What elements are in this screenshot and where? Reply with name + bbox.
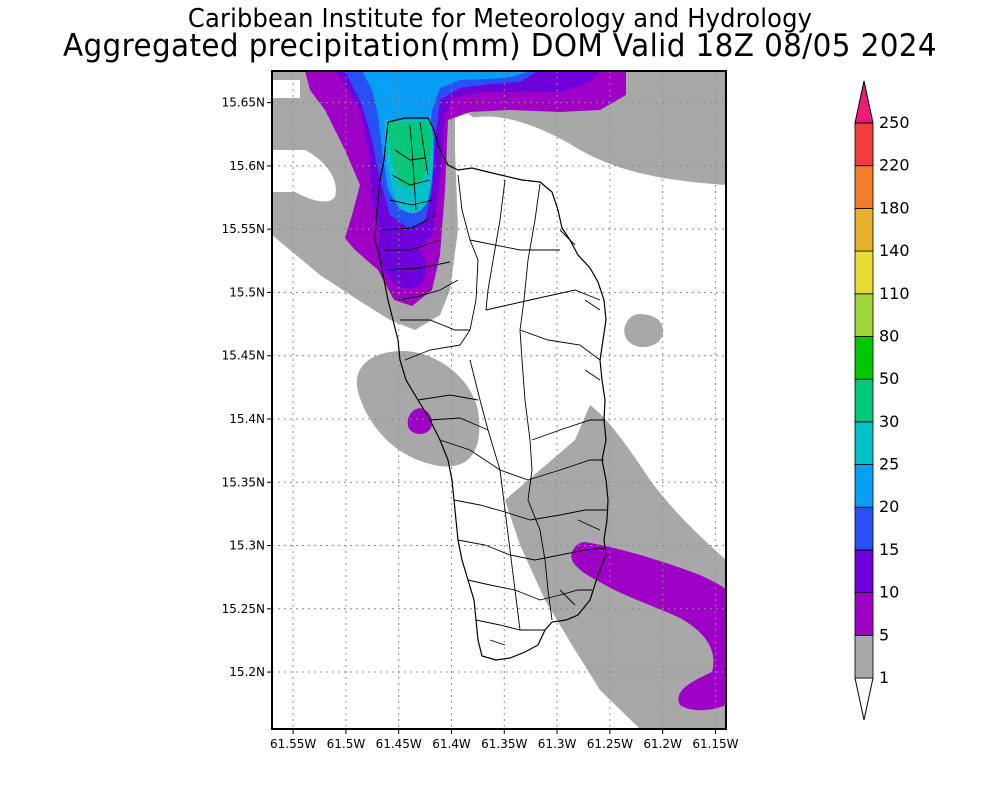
legend-label: 10 bbox=[879, 583, 899, 602]
legend-label: 140 bbox=[879, 241, 910, 260]
legend-label: 20 bbox=[879, 497, 899, 516]
legend-label: 15 bbox=[879, 540, 899, 559]
lat-tick-label: 15.3N bbox=[229, 539, 265, 553]
lat-tick-label: 15.2N bbox=[229, 665, 265, 679]
title-line-1: Caribbean Institute for Meteorology and … bbox=[187, 4, 813, 34]
lon-tick-label: 61.4W bbox=[432, 737, 471, 751]
legend-label: 5 bbox=[879, 625, 889, 644]
legend-label: 180 bbox=[879, 198, 910, 217]
longitude-axis: 61.55W 61.5W 61.45W 61.4W 61.35W 61.3W 61.25W 6… bbox=[270, 729, 739, 751]
legend-swatch bbox=[854, 122, 874, 167]
lon-tick-label: 61.35W bbox=[481, 737, 527, 751]
legend-swatch bbox=[854, 634, 874, 679]
river-network bbox=[379, 121, 607, 646]
lon-tick-label: 61.55W bbox=[270, 737, 316, 751]
lat-tick-label: 15.4N bbox=[229, 412, 265, 426]
legend-swatch bbox=[854, 592, 874, 636]
lat-tick-label: 15.45N bbox=[222, 349, 265, 363]
lat-tick-label: 15.6N bbox=[229, 159, 265, 173]
legend-swatch bbox=[854, 293, 874, 337]
legend-swatch bbox=[854, 250, 874, 295]
legend-label: 110 bbox=[879, 284, 910, 303]
latitude-axis: 15.65N 15.6N 15.55N 15.5N 15.45N 15.4N 15.35N 1… bbox=[222, 96, 272, 679]
legend-label: 220 bbox=[879, 156, 910, 175]
legend-swatch bbox=[854, 549, 874, 594]
lon-tick-label: 61.5W bbox=[327, 737, 366, 751]
map-plot-area bbox=[272, 71, 726, 729]
lat-tick-label: 15.25N bbox=[222, 602, 265, 616]
lon-tick-label: 61.3W bbox=[538, 737, 577, 751]
legend-label: 50 bbox=[879, 369, 899, 388]
legend-label: 1 bbox=[879, 668, 889, 687]
legend-label: 80 bbox=[879, 326, 899, 345]
coastline bbox=[374, 117, 609, 661]
lat-tick-label: 15.5N bbox=[229, 285, 265, 299]
map-gridlines bbox=[272, 71, 726, 729]
legend-swatch bbox=[854, 165, 874, 209]
lat-tick-label: 15.35N bbox=[222, 475, 265, 489]
lon-tick-label: 61.45W bbox=[376, 737, 422, 751]
plot-frame bbox=[271, 70, 727, 730]
legend-max-arrow bbox=[854, 80, 874, 124]
island-dominica bbox=[374, 117, 609, 661]
precip-holes bbox=[272, 80, 726, 225]
legend-swatch bbox=[854, 464, 874, 508]
legend-min-arrow bbox=[854, 677, 874, 721]
legend-label: 250 bbox=[879, 113, 910, 132]
lon-tick-label: 61.25W bbox=[587, 737, 633, 751]
legend-swatch bbox=[854, 506, 874, 551]
lat-tick-label: 15.65N bbox=[222, 96, 265, 110]
legend-swatch bbox=[854, 378, 874, 423]
title-line-2: Aggregated precipitation(mm) DOM Valid 1… bbox=[62, 28, 938, 64]
legend-swatch bbox=[854, 421, 874, 465]
lat-tick-label: 15.55N bbox=[222, 222, 265, 236]
legend-swatch bbox=[854, 336, 874, 380]
legend-swatch bbox=[854, 207, 874, 252]
lon-tick-label: 61.15W bbox=[692, 737, 738, 751]
legend-label: 30 bbox=[879, 412, 899, 431]
legend-label: 25 bbox=[879, 455, 899, 474]
lon-tick-label: 61.2W bbox=[643, 737, 682, 751]
